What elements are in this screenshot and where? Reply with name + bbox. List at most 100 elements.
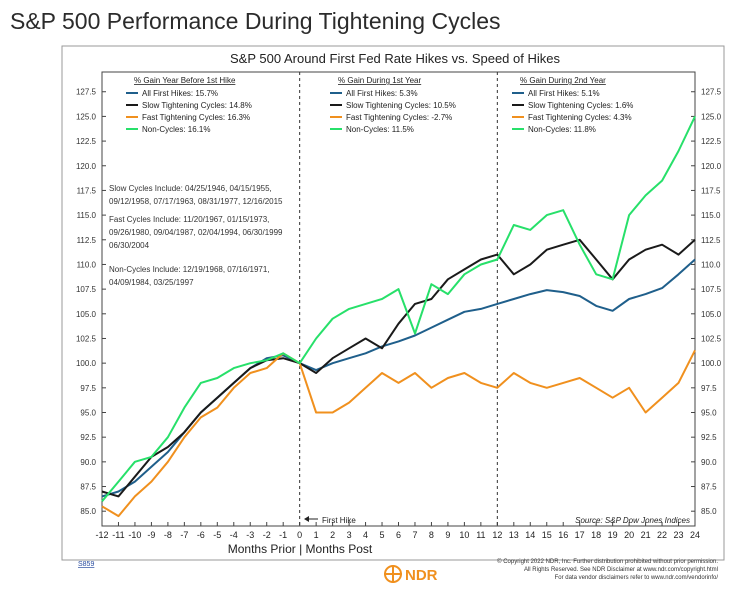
x-tick-label: 3: [347, 530, 352, 540]
cycle-dates-note: Fast Cycles Include: 11/20/1967, 01/15/1…: [109, 215, 269, 224]
ndr-logo: NDR: [384, 565, 438, 584]
x-tick-label: 23: [674, 530, 684, 540]
y-tick-label-right: 92.5: [701, 433, 717, 442]
page-title: S&P 500 Performance During Tightening Cy…: [10, 8, 501, 34]
y-tick-label-right: 85.0: [701, 507, 717, 516]
x-tick-label: 12: [492, 530, 502, 540]
y-tick-label-left: 117.5: [77, 186, 97, 195]
y-tick-label-left: 87.5: [80, 483, 96, 492]
legend-heading: % Gain During 1st Year: [338, 76, 421, 85]
x-tick-label: 15: [542, 530, 552, 540]
x-tick-label: 16: [558, 530, 568, 540]
y-tick-label-right: 112.5: [701, 236, 721, 245]
legend-entry: All First Hikes: 15.7%: [142, 89, 218, 98]
legend-heading: % Gain During 2nd Year: [520, 76, 606, 85]
legend-entry: Fast Tightening Cycles: -2.7%: [346, 113, 452, 122]
first-hike-annotation: First Hike: [304, 516, 356, 525]
x-tick-label: 4: [363, 530, 368, 540]
legend-entry: Slow Tightening Cycles: 10.5%: [346, 101, 456, 110]
y-tick-label-left: 127.5: [76, 88, 97, 97]
legend-entry: Slow Tightening Cycles: 1.6%: [528, 101, 633, 110]
cycle-dates-note: 06/30/2004: [109, 241, 150, 250]
y-tick-label-right: 90.0: [701, 458, 717, 467]
copyright-line: All Rights Reserved. See NDR Disclaimer …: [524, 567, 718, 573]
ndr-logo-icon: [384, 565, 402, 583]
y-tick-label-left: 97.5: [80, 384, 96, 393]
legend-entry: Non-Cycles: 16.1%: [142, 125, 210, 134]
y-tick-label-right: 127.5: [701, 88, 722, 97]
x-tick-label: 1: [314, 530, 319, 540]
y-tick-label-right: 122.5: [701, 137, 722, 146]
x-tick-label: 17: [575, 530, 585, 540]
x-tick-label: -10: [128, 530, 141, 540]
cycle-dates-note: 04/09/1984, 03/25/1997: [109, 278, 194, 287]
x-tick-label: -8: [164, 530, 172, 540]
series-line-fast-tightening-cycles: [101, 349, 696, 518]
legend-entry: Non-Cycles: 11.5%: [346, 125, 414, 134]
y-tick-label-right: 102.5: [701, 334, 722, 343]
legend-entry: Non-Cycles: 11.8%: [528, 125, 596, 134]
y-tick-label-left: 95.0: [80, 409, 96, 418]
y-tick-label-right: 95.0: [701, 409, 717, 418]
legend-entry: Fast Tightening Cycles: 4.3%: [528, 113, 632, 122]
y-tick-label-right: 105.0: [701, 310, 722, 319]
x-tick-label: 2: [330, 530, 335, 540]
cycle-dates-note: 09/26/1980, 09/04/1987, 02/04/1994, 06/3…: [109, 228, 283, 237]
x-tick-label: 13: [509, 530, 519, 540]
x-tick-label: -4: [230, 530, 238, 540]
x-tick-label: 9: [445, 530, 450, 540]
source-label: Source: S&P Dow Jones Indices: [575, 516, 690, 525]
y-tick-label-right: 107.5: [701, 285, 722, 294]
x-tick-label: -1: [279, 530, 287, 540]
x-tick-label: 14: [525, 530, 535, 540]
y-tick-label-left: 120.0: [76, 162, 97, 171]
y-tick-label-left: 107.5: [76, 285, 97, 294]
y-tick-label-right: 100.0: [701, 359, 722, 368]
x-tick-label: 21: [641, 530, 651, 540]
series-line-slow-tightening-cycles: [101, 238, 696, 498]
y-tick-label-left: 85.0: [80, 507, 96, 516]
chart-frame: [61, 45, 725, 561]
x-tick-label: -2: [263, 530, 271, 540]
x-tick-label: 20: [624, 530, 634, 540]
x-tick-label: -5: [213, 530, 221, 540]
y-tick-label-left: 100.0: [76, 359, 97, 368]
copyright-line: For data vendor disclaimers refer to www…: [555, 575, 719, 581]
x-tick-label: 11: [476, 530, 485, 540]
cycle-dates-note: 09/12/1958, 07/17/1963, 08/31/1977, 12/1…: [109, 197, 283, 206]
ndr-logo-text: NDR: [405, 567, 438, 584]
legend-entry: Slow Tightening Cycles: 14.8%: [142, 101, 252, 110]
y-tick-label-left: 90.0: [80, 458, 96, 467]
cycle-dates-note: Slow Cycles Include: 04/25/1946, 04/15/1…: [109, 184, 272, 193]
legend-entry: All First Hikes: 5.1%: [528, 89, 600, 98]
x-tick-label: -6: [197, 530, 205, 540]
y-tick-label-left: 110.0: [77, 260, 97, 269]
x-tick-label: -7: [180, 530, 188, 540]
legend-heading: % Gain Year Before 1st Hike: [134, 76, 236, 85]
y-tick-label-left: 112.5: [77, 236, 97, 245]
y-tick-label-left: 92.5: [80, 433, 96, 442]
x-tick-label: 7: [412, 530, 417, 540]
x-tick-label: -12: [95, 530, 108, 540]
x-tick-label: 6: [396, 530, 401, 540]
x-tick-label: 10: [459, 530, 469, 540]
x-axis-title: Months Prior | Months Post: [228, 542, 373, 556]
x-tick-label: 8: [429, 530, 434, 540]
x-tick-label: -3: [246, 530, 254, 540]
x-tick-label: 5: [380, 530, 385, 540]
series-line-non-cycles: [101, 115, 696, 502]
y-tick-label-right: 110.0: [701, 260, 721, 269]
chart-id-link[interactable]: S859: [78, 561, 94, 568]
first-hike-label: First Hike: [322, 516, 356, 525]
y-tick-label-right: 97.5: [701, 384, 717, 393]
cycle-dates-note: Non-Cycles Include: 12/19/1968, 07/16/19…: [109, 265, 270, 274]
y-tick-label-right: 125.0: [701, 112, 722, 121]
legend-entry: All First Hikes: 5.3%: [346, 89, 418, 98]
y-tick-label-left: 115.0: [77, 211, 97, 220]
y-tick-label-left: 125.0: [76, 112, 97, 121]
copyright-line: © Copyright 2022 NDR, Inc. Further distr…: [497, 558, 718, 565]
x-tick-label: 0: [297, 530, 302, 540]
x-tick-label: 24: [690, 530, 700, 540]
y-tick-label-right: 117.5: [701, 186, 721, 195]
